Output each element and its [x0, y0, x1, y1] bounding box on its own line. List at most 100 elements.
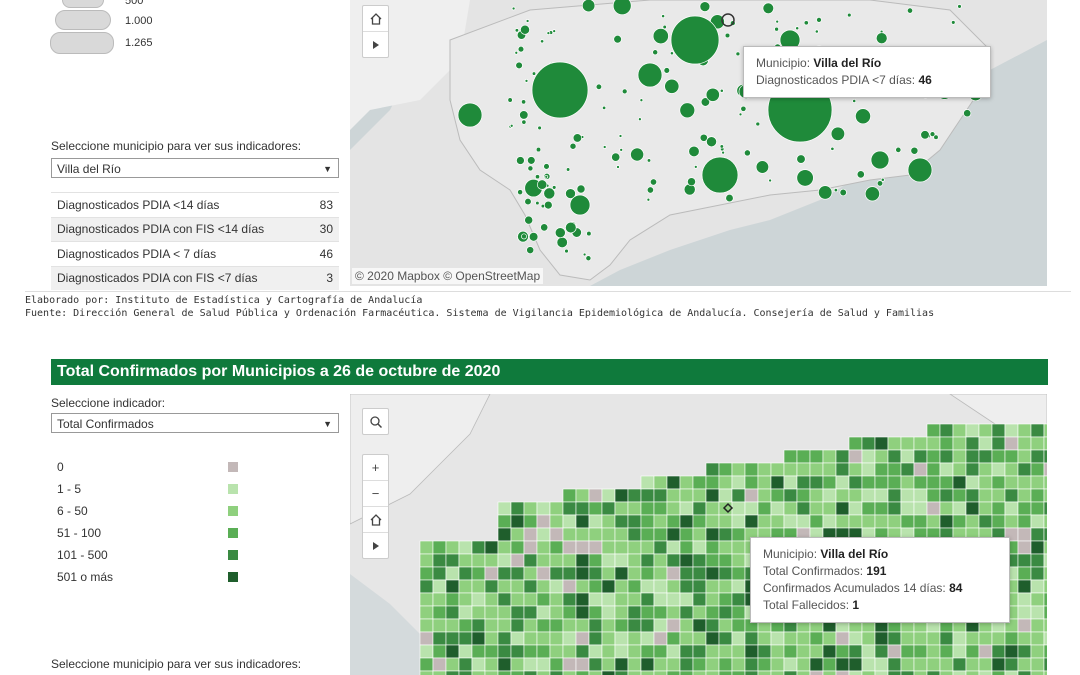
- municipio-area[interactable]: [744, 644, 759, 659]
- municipio-area[interactable]: [601, 605, 616, 620]
- municipio-area[interactable]: [562, 553, 577, 568]
- municipio-area[interactable]: [614, 540, 629, 555]
- municipio-area[interactable]: [536, 514, 551, 529]
- municipio-area[interactable]: [562, 579, 577, 594]
- municipio-bubble[interactable]: [721, 150, 725, 155]
- search-icon[interactable]: [363, 409, 388, 434]
- municipio-bubble[interactable]: [586, 230, 592, 237]
- municipio-area[interactable]: [874, 657, 889, 672]
- municipio-area[interactable]: [510, 527, 525, 542]
- municipio-area[interactable]: [601, 540, 616, 555]
- municipio-area[interactable]: [757, 475, 772, 490]
- municipio-area[interactable]: [523, 592, 538, 607]
- municipio-area[interactable]: [497, 605, 512, 620]
- municipio-area[interactable]: [874, 514, 889, 529]
- municipio-area[interactable]: [640, 605, 655, 620]
- municipio-bubble[interactable]: [515, 61, 523, 70]
- municipio-area[interactable]: [588, 631, 603, 646]
- municipio-area[interactable]: [783, 449, 798, 464]
- municipio-area[interactable]: [679, 644, 694, 659]
- municipio-area[interactable]: [1017, 631, 1032, 646]
- municipio-area[interactable]: [874, 488, 889, 503]
- legend-swatch[interactable]: [228, 506, 238, 516]
- municipio-area[interactable]: [835, 501, 850, 516]
- municipio-bubble[interactable]: [569, 142, 577, 150]
- municipio-area[interactable]: [718, 488, 733, 503]
- municipio-area[interactable]: [419, 553, 434, 568]
- municipio-area[interactable]: [523, 566, 538, 581]
- municipio-area[interactable]: [796, 488, 811, 503]
- municipio-bubble[interactable]: [514, 28, 520, 33]
- municipio-area[interactable]: [419, 579, 434, 594]
- municipio-area[interactable]: [848, 449, 863, 464]
- municipio-area[interactable]: [640, 644, 655, 659]
- municipio-area[interactable]: [913, 644, 928, 659]
- municipio-area[interactable]: [744, 657, 759, 672]
- municipio-area[interactable]: [536, 553, 551, 568]
- municipio-area[interactable]: [640, 657, 655, 672]
- municipio-area[interactable]: [926, 670, 941, 675]
- municipio-bubble[interactable]: [551, 185, 557, 190]
- municipio-area[interactable]: [978, 488, 993, 503]
- municipio-area[interactable]: [666, 501, 681, 516]
- municipio-area[interactable]: [1030, 423, 1045, 438]
- municipio-area[interactable]: [549, 579, 564, 594]
- municipio-area[interactable]: [666, 618, 681, 633]
- municipio-area[interactable]: [1030, 631, 1045, 646]
- municipio-bubble[interactable]: [856, 170, 865, 179]
- municipio-area[interactable]: [614, 514, 629, 529]
- municipio-area[interactable]: [1030, 488, 1045, 503]
- municipio-area[interactable]: [614, 566, 629, 581]
- municipio-area[interactable]: [523, 631, 538, 646]
- municipio-area[interactable]: [887, 436, 902, 451]
- municipio-area[interactable]: [991, 670, 1006, 675]
- municipio-bubble[interactable]: [524, 79, 529, 83]
- municipio-bubble[interactable]: [527, 165, 534, 172]
- municipio-area[interactable]: [1043, 514, 1047, 529]
- municipio-area[interactable]: [939, 670, 954, 675]
- municipio-area[interactable]: [575, 527, 590, 542]
- municipio-area[interactable]: [965, 631, 980, 646]
- municipio-area[interactable]: [653, 540, 668, 555]
- municipio-area[interactable]: [692, 566, 707, 581]
- municipio-area[interactable]: [952, 423, 967, 438]
- municipio-bubble[interactable]: [527, 156, 536, 165]
- municipio-bubble[interactable]: [540, 39, 545, 44]
- municipio-area[interactable]: [965, 514, 980, 529]
- municipio-area[interactable]: [653, 488, 668, 503]
- municipio-area[interactable]: [692, 579, 707, 594]
- municipio-area[interactable]: [744, 475, 759, 490]
- municipio-area[interactable]: [666, 527, 681, 542]
- municipio-area[interactable]: [731, 631, 746, 646]
- municipio-area[interactable]: [497, 592, 512, 607]
- municipio-bubble[interactable]: [796, 154, 806, 164]
- municipio-area[interactable]: [796, 644, 811, 659]
- municipio-area[interactable]: [757, 631, 772, 646]
- municipio-bubble[interactable]: [663, 67, 671, 74]
- municipio-area[interactable]: [757, 644, 772, 659]
- municipio-area[interactable]: [549, 592, 564, 607]
- municipio-area[interactable]: [692, 527, 707, 542]
- municipio-bubble[interactable]: [565, 221, 577, 234]
- municipio-area[interactable]: [562, 527, 577, 542]
- municipio-bubble[interactable]: [595, 83, 603, 90]
- municipio-area[interactable]: [835, 631, 850, 646]
- municipio-area[interactable]: [991, 436, 1006, 451]
- municipio-area[interactable]: [796, 514, 811, 529]
- municipio-area[interactable]: [432, 592, 447, 607]
- municipio-area[interactable]: [900, 514, 915, 529]
- municipio-area[interactable]: [978, 449, 993, 464]
- municipio-area[interactable]: [809, 670, 824, 675]
- municipio-area[interactable]: [822, 475, 837, 490]
- municipio-bubble[interactable]: [507, 97, 513, 103]
- municipio-area[interactable]: [497, 553, 512, 568]
- zoom-out-icon[interactable]: −: [363, 480, 388, 506]
- municipio-area[interactable]: [783, 644, 798, 659]
- municipio-area[interactable]: [822, 501, 837, 516]
- municipio-area[interactable]: [575, 501, 590, 516]
- municipio-area[interactable]: [614, 501, 629, 516]
- municipio-area[interactable]: [562, 592, 577, 607]
- municipio-area[interactable]: [419, 605, 434, 620]
- municipio-bubble[interactable]: [738, 112, 743, 117]
- municipio-area[interactable]: [718, 618, 733, 633]
